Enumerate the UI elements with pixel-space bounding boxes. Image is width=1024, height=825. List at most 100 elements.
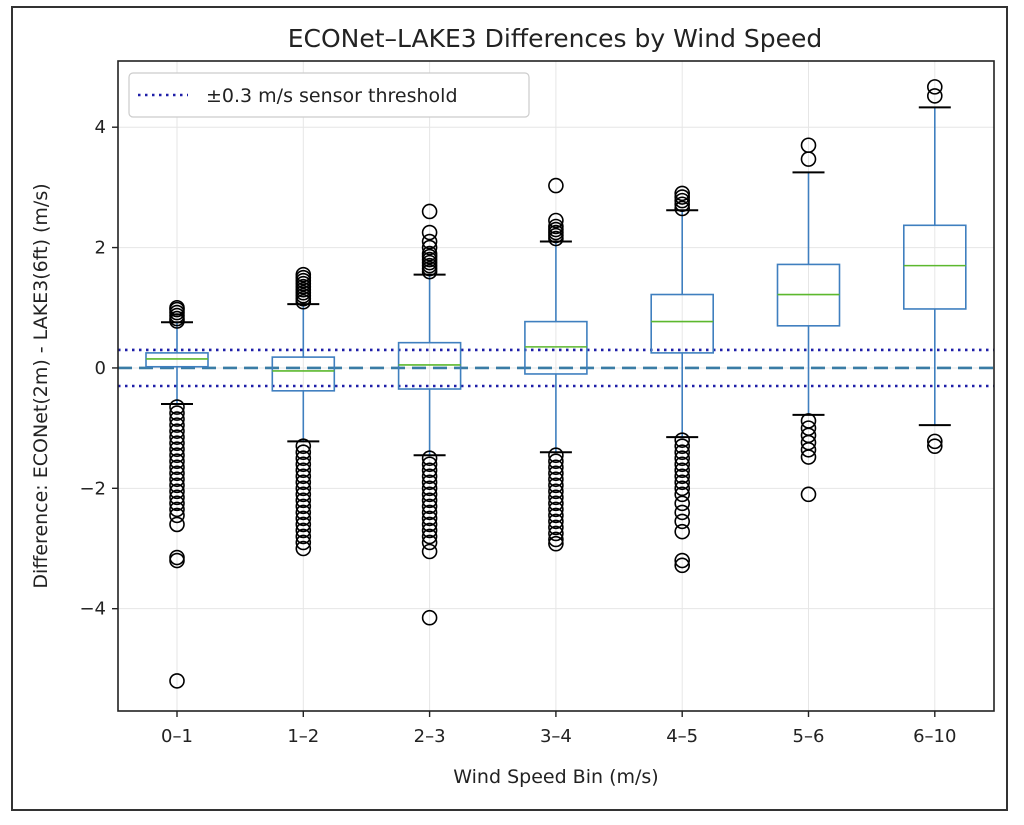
outlier-point [548, 465, 564, 482]
outlier-point [674, 200, 691, 217]
outlier-point [421, 543, 438, 560]
outlier-point [674, 552, 691, 569]
outlier-point [169, 465, 185, 482]
outlier-point [674, 513, 691, 530]
outlier-point [548, 177, 564, 194]
outlier-point [295, 468, 312, 485]
outlier-point [169, 489, 185, 506]
outlier-point [295, 528, 312, 545]
outlier-point [421, 492, 438, 509]
iqr-box [397, 341, 462, 390]
outlier-point [674, 450, 691, 467]
outlier-point [169, 447, 185, 464]
outlier-point [421, 474, 438, 491]
outlier-point [295, 444, 312, 461]
outlier-point [548, 218, 564, 235]
outlier-point [674, 480, 691, 497]
outlier-point [421, 468, 438, 485]
outlier-point [169, 471, 185, 488]
outlier-point [169, 516, 185, 533]
chart-title: ECONet–LAKE3 Differences by Wind Speed [288, 24, 823, 53]
outlier-point [421, 486, 438, 503]
legend: ±0.3 m/s sensor threshold [128, 72, 530, 118]
x-tick-label: 3–4 [540, 726, 572, 747]
outlier-point [169, 495, 185, 512]
outlier-point [421, 245, 438, 262]
y-axis-label: Difference: ECONet(2m) - LAKE3(6ft) (m/s… [30, 183, 52, 588]
outlier-point [674, 486, 691, 503]
outlier-point [169, 501, 185, 518]
outlier-point [421, 504, 438, 521]
outlier-point [421, 516, 438, 533]
legend-box [128, 72, 530, 118]
outlier-point [548, 501, 564, 518]
outlier-point [674, 456, 691, 473]
y-tick-label: 4 [95, 117, 106, 138]
outlier-point [674, 185, 691, 202]
outlier-point [421, 480, 438, 497]
outlier-point [295, 540, 312, 557]
box-group-1–2 [271, 266, 336, 557]
outlier-point [295, 462, 312, 479]
outlier-point [674, 189, 691, 205]
x-axis-label: Wind Speed Bin (m/s) [453, 766, 658, 788]
outlier-point [926, 79, 943, 95]
outlier-point [548, 212, 564, 229]
outlier-point [674, 474, 691, 491]
outlier-point [295, 498, 312, 515]
outlier-point [548, 525, 564, 542]
x-tick-label: 1–2 [287, 726, 319, 747]
outlier-point [674, 196, 691, 213]
box-group-4–5 [650, 185, 715, 574]
outlier-point [295, 486, 312, 503]
outlier-point [169, 453, 185, 470]
x-tick-label: 5–6 [793, 726, 825, 747]
reference-lines [118, 348, 994, 388]
y-ticks: −4 −2 0 2 4 [79, 117, 118, 620]
outlier-point [169, 399, 185, 415]
outlier-point [548, 507, 564, 524]
outlier-point [169, 423, 185, 439]
x-tick-label: 4–5 [666, 726, 698, 747]
outlier-point [169, 673, 185, 689]
outlier-point [295, 504, 312, 521]
box-group-2–3 [397, 203, 462, 626]
x-tick-label: 6–10 [913, 726, 956, 747]
outlier-point [548, 471, 564, 488]
outlier-point [421, 534, 438, 551]
outlier-point [926, 88, 943, 104]
outlier-point [421, 462, 438, 479]
outlier-point [295, 450, 312, 467]
outlier-point [674, 504, 691, 521]
outlier-point [926, 433, 943, 450]
outlier-point [674, 468, 691, 485]
outlier-point [674, 523, 691, 540]
box-group-6–10 [902, 79, 967, 454]
outlier-point [548, 477, 564, 494]
outlier-point [169, 483, 185, 500]
box-group-3–4 [524, 177, 588, 552]
outlier-point [421, 522, 438, 539]
iqr-box [145, 352, 209, 368]
outlier-point [421, 233, 438, 250]
outlier-point [421, 450, 438, 467]
outlier-point [548, 447, 564, 464]
outlier-point [548, 489, 564, 506]
figure-frame: ECONet–LAKE3 Differences by Wind Speed −… [11, 6, 1008, 811]
outlier-point [548, 519, 564, 536]
x-ticks: 0–1 1–2 2–3 3–4 4–5 5–6 6–10 [161, 711, 956, 747]
outlier-point [295, 522, 312, 539]
outlier-point [295, 492, 312, 509]
outlier-point [421, 224, 438, 241]
x-tick-label: 0–1 [161, 726, 193, 747]
outlier-point [800, 449, 817, 465]
outlier-point [548, 495, 564, 512]
iqr-box [524, 320, 588, 375]
outlier-point [295, 510, 312, 527]
outlier-point [169, 441, 185, 457]
outlier-point [421, 498, 438, 515]
outlier-point [421, 528, 438, 545]
outlier-point [295, 516, 312, 533]
outlier-point [295, 438, 312, 454]
outlier-point [295, 456, 312, 473]
